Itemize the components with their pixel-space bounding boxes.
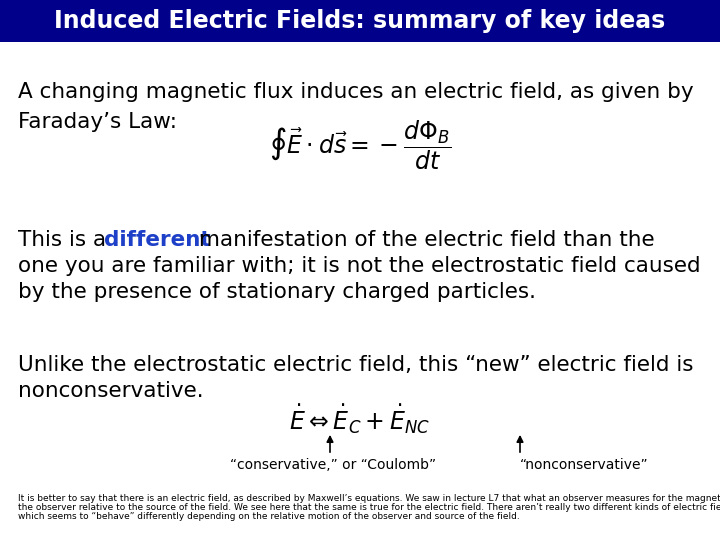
Text: Unlike the electrostatic electric field, this “new” electric field is: Unlike the electrostatic electric field,… bbox=[18, 355, 693, 375]
Text: nonconservative.: nonconservative. bbox=[18, 381, 204, 401]
Text: by the presence of stationary charged particles.: by the presence of stationary charged pa… bbox=[18, 282, 536, 302]
Text: different: different bbox=[104, 230, 211, 250]
Text: Faraday’s Law:: Faraday’s Law: bbox=[18, 112, 177, 132]
Text: $\oint \vec{E} \cdot d\vec{s} = -\dfrac{d\Phi_B}{dt}$: $\oint \vec{E} \cdot d\vec{s} = -\dfrac{… bbox=[269, 118, 451, 172]
Text: which seems to “behave” differently depending on the relative motion of the obse: which seems to “behave” differently depe… bbox=[18, 512, 520, 521]
Text: one you are familiar with; it is not the electrostatic field caused: one you are familiar with; it is not the… bbox=[18, 256, 701, 276]
Text: It is better to say that there is an electric field, as described by Maxwell’s e: It is better to say that there is an ele… bbox=[18, 494, 720, 503]
Text: the observer relative to the source of the field. We see here that the same is t: the observer relative to the source of t… bbox=[18, 503, 720, 512]
Text: This is a: This is a bbox=[18, 230, 113, 250]
Text: $\dot{E} \Leftrightarrow \dot{E}_C + \dot{E}_{NC}$: $\dot{E} \Leftrightarrow \dot{E}_C + \do… bbox=[289, 402, 431, 436]
Bar bbox=[0, 0, 720, 42]
Text: manifestation of the electric field than the: manifestation of the electric field than… bbox=[192, 230, 655, 250]
Text: Induced Electric Fields: summary of key ideas: Induced Electric Fields: summary of key … bbox=[55, 9, 665, 33]
Text: “nonconservative”: “nonconservative” bbox=[520, 458, 649, 472]
Text: A changing magnetic flux induces an electric field, as given by: A changing magnetic flux induces an elec… bbox=[18, 82, 693, 102]
Text: “conservative,” or “Coulomb”: “conservative,” or “Coulomb” bbox=[230, 458, 436, 472]
